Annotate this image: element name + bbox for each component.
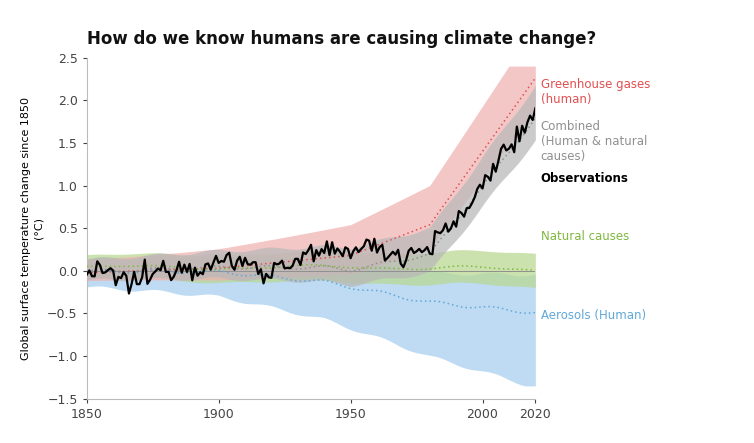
- Text: Combined
(Human & natural
causes): Combined (Human & natural causes): [541, 120, 647, 163]
- Text: Observations: Observations: [541, 172, 629, 185]
- Text: Aerosols (Human): Aerosols (Human): [541, 309, 645, 322]
- Text: How do we know humans are causing climate change?: How do we know humans are causing climat…: [87, 30, 596, 48]
- Text: Natural causes: Natural causes: [541, 230, 629, 243]
- Y-axis label: Global surface temperature change since 1850
(°C): Global surface temperature change since …: [21, 97, 43, 360]
- Text: Greenhouse gases
(human): Greenhouse gases (human): [541, 78, 650, 106]
